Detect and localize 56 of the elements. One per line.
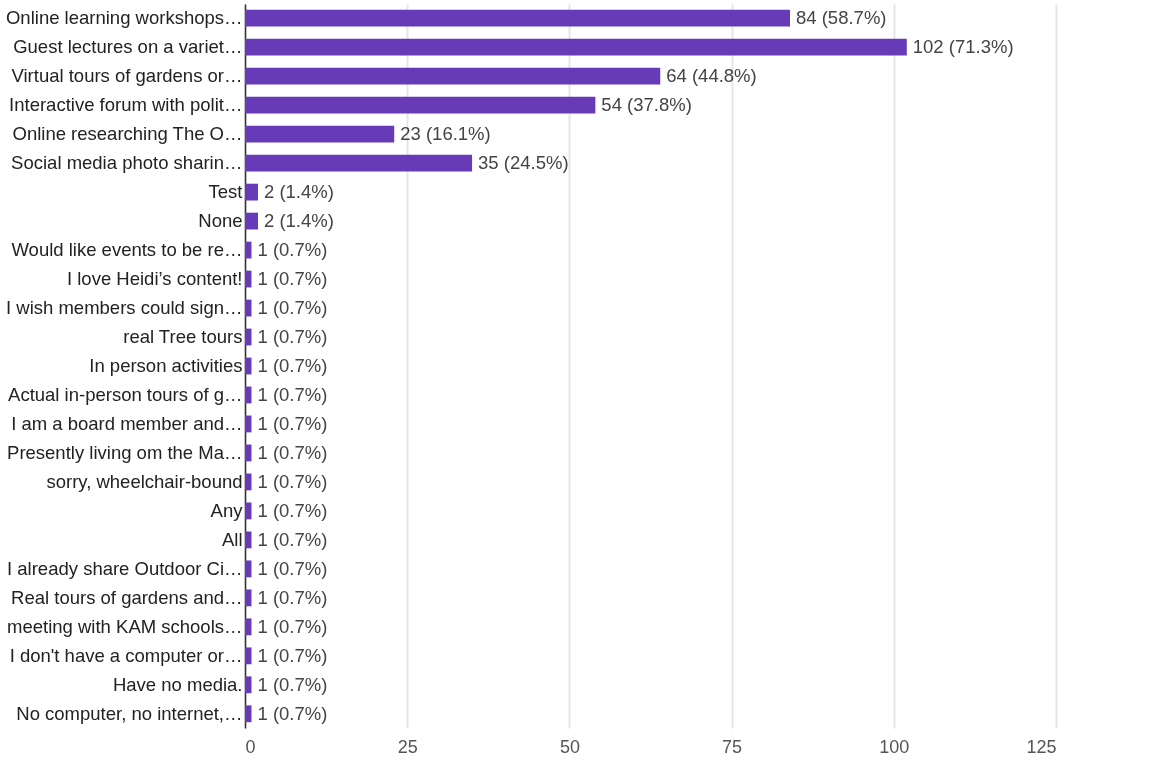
data-label: 23 (16.1%) <box>400 123 491 145</box>
y-tick-label: Guest lectures on a variet… <box>13 36 243 58</box>
data-label: 102 (71.3%) <box>912 36 1014 58</box>
y-tick-label: Test <box>208 181 243 203</box>
y-tick-label: Actual in-person tours of g… <box>8 383 243 405</box>
y-tick-label: All <box>221 528 243 550</box>
y-tick-label: Real tours of gardens and… <box>11 586 243 608</box>
data-label: 1 (0.7%) <box>257 586 328 608</box>
data-label: 1 (0.7%) <box>257 673 328 695</box>
y-tick-label: Online researching The O… <box>12 123 243 145</box>
y-tick-label: I don't have a computer or… <box>9 644 243 666</box>
data-label: 1 (0.7%) <box>257 528 328 550</box>
data-label: 54 (37.8%) <box>601 94 692 116</box>
y-tick-label: None <box>198 210 243 232</box>
data-label: 1 (0.7%) <box>257 557 328 579</box>
data-label: 1 (0.7%) <box>257 268 328 290</box>
x-tick-label: 0 <box>245 736 256 757</box>
data-label: 1 (0.7%) <box>257 441 328 463</box>
data-label: 35 (24.5%) <box>478 152 569 174</box>
y-tick-label: I already share Outdoor Ci… <box>7 557 243 579</box>
y-tick-label: No computer, no internet,… <box>16 702 243 724</box>
data-label: 64 (44.8%) <box>666 65 757 87</box>
data-label: 1 (0.7%) <box>257 499 328 521</box>
x-tick-label: 100 <box>879 736 910 757</box>
data-label: 1 (0.7%) <box>257 326 328 348</box>
y-tick-label: Have no media. <box>112 673 243 695</box>
data-label: 2 (1.4%) <box>263 181 334 203</box>
data-label: 1 (0.7%) <box>257 702 328 724</box>
y-tick-label: I love Heidi’s content! <box>66 268 243 290</box>
data-label: 1 (0.7%) <box>257 470 328 492</box>
data-label: 1 (0.7%) <box>257 297 328 319</box>
y-tick-label: meeting with KAM schools… <box>7 615 243 637</box>
data-label: 1 (0.7%) <box>257 383 328 405</box>
y-tick-label: Interactive forum with polit… <box>9 94 243 116</box>
y-tick-label: Would like events to be re… <box>11 239 243 261</box>
y-tick-label: Any <box>210 499 244 521</box>
data-label: 1 (0.7%) <box>257 615 328 637</box>
y-tick-label: Online learning workshops… <box>5 7 243 29</box>
x-tick-label: 25 <box>397 736 418 757</box>
y-tick-label: Social media photo sharin… <box>11 152 243 174</box>
y-tick-label: In person activities <box>89 355 243 376</box>
x-tick-label: 50 <box>559 736 580 757</box>
data-label: 84 (58.7%) <box>795 7 887 29</box>
y-tick-label: Virtual tours of gardens or… <box>11 65 243 87</box>
y-tick-label: real Tree tours <box>123 326 243 348</box>
y-tick-label: I am a board member and… <box>11 412 243 434</box>
data-label: 1 (0.7%) <box>257 355 328 376</box>
data-label: 1 (0.7%) <box>257 412 328 434</box>
data-label: 1 (0.7%) <box>257 239 328 261</box>
x-tick-label: 75 <box>722 736 743 757</box>
x-tick-label: 125 <box>1026 736 1057 757</box>
data-label: 1 (0.7%) <box>257 644 328 666</box>
y-tick-label: sorry, wheelchair-bound <box>46 470 243 492</box>
y-tick-label: Presently living om the Ma… <box>7 441 243 463</box>
data-label: 2 (1.4%) <box>263 210 334 232</box>
y-tick-label: I wish members could sign… <box>6 297 243 319</box>
